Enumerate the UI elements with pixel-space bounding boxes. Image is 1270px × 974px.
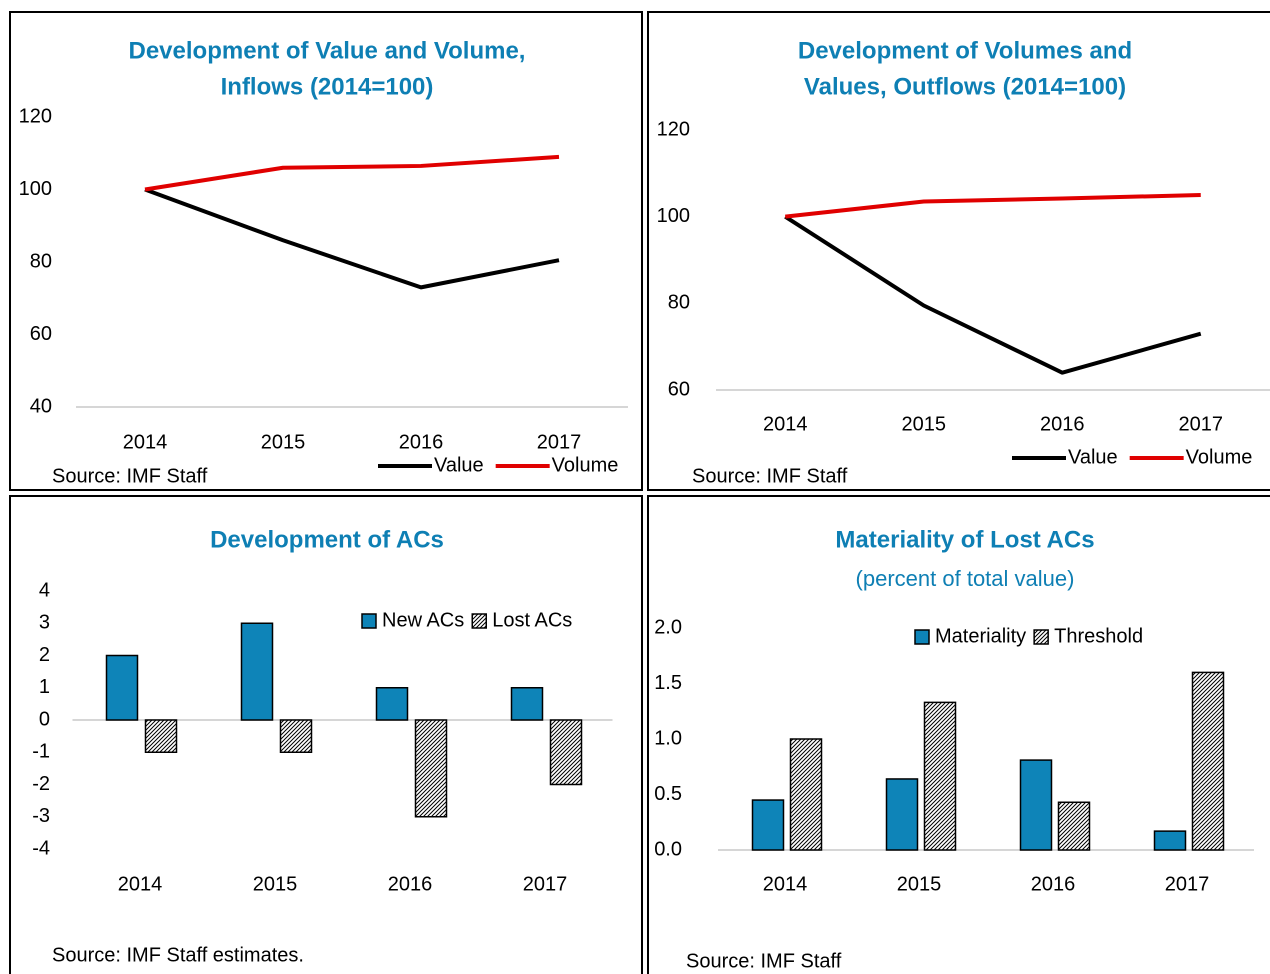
- y-tick-label: 0.5: [654, 783, 682, 805]
- y-tick-label: -1: [32, 741, 50, 763]
- panel: [9, 495, 643, 974]
- panel: [9, 11, 643, 491]
- y-tick-label: 100: [657, 205, 690, 227]
- y-tick-label: 0.0: [654, 838, 682, 860]
- x-tick-label: 2016: [399, 431, 444, 453]
- legend-label: Volume: [1186, 446, 1253, 468]
- bar: [144, 719, 178, 753]
- line-series: [785, 193, 1201, 219]
- legend-label: Value: [434, 454, 484, 476]
- y-tick-label: 100: [19, 178, 52, 200]
- y-tick-label: 1.5: [654, 672, 682, 694]
- y-tick-label: 2.0: [654, 616, 682, 638]
- legend-label: Volume: [552, 454, 619, 476]
- x-tick-label: 2017: [1165, 873, 1210, 895]
- legend-swatch: [1033, 629, 1049, 645]
- chart-title: Inflows (2014=100): [221, 73, 434, 100]
- panel: [647, 11, 1270, 491]
- x-tick-label: 2014: [763, 873, 808, 895]
- y-tick-label: 80: [668, 292, 690, 314]
- source-note: Source: IMF Staff: [52, 465, 208, 487]
- x-tick-label: 2015: [897, 873, 942, 895]
- y-tick-label: 2: [39, 644, 50, 666]
- chart-title: Development of Volumes and: [798, 37, 1132, 64]
- x-tick-label: 2014: [118, 873, 163, 895]
- bar: [414, 719, 448, 818]
- y-tick-label: -3: [32, 805, 50, 827]
- legend-label: Value: [1068, 446, 1118, 468]
- chart-title: Development of Value and Volume,: [129, 37, 526, 64]
- x-tick-label: 2016: [1031, 873, 1076, 895]
- chart-subtitle: (percent of total value): [856, 566, 1075, 591]
- y-tick-label: 80: [30, 250, 52, 272]
- x-tick-label: 2014: [123, 431, 168, 453]
- chart-title: Development of ACs: [210, 526, 444, 553]
- x-tick-label: 2016: [388, 873, 433, 895]
- bar: [375, 687, 409, 721]
- y-tick-label: -4: [32, 837, 50, 859]
- bar: [510, 687, 544, 721]
- y-tick-label: 120: [657, 118, 690, 140]
- bar: [1191, 671, 1225, 851]
- bar: [751, 799, 785, 851]
- line-series: [784, 214, 1202, 375]
- bar: [1019, 759, 1053, 851]
- chart-title: Values, Outflows (2014=100): [804, 73, 1126, 100]
- bar: [279, 719, 313, 753]
- y-tick-label: 60: [30, 323, 52, 345]
- line-series: [144, 154, 560, 192]
- bar: [885, 778, 919, 851]
- y-tick-label: 0: [39, 708, 50, 730]
- chart-title: Materiality of Lost ACs: [835, 526, 1094, 553]
- y-tick-label: 4: [39, 579, 50, 601]
- bar: [1153, 830, 1187, 851]
- legend-label: New ACs: [382, 609, 464, 631]
- source-note: Source: IMF Staff: [686, 950, 842, 972]
- x-tick-label: 2016: [1040, 413, 1085, 435]
- x-tick-label: 2015: [253, 873, 298, 895]
- legend-swatch: [471, 613, 487, 629]
- y-tick-label: 1.0: [654, 727, 682, 749]
- y-tick-label: 3: [39, 612, 50, 634]
- x-tick-label: 2014: [763, 413, 808, 435]
- bar: [105, 654, 139, 721]
- x-tick-label: 2017: [1179, 413, 1224, 435]
- legend-swatch: [914, 629, 930, 645]
- bar: [240, 622, 274, 721]
- legend-label: Materiality: [935, 625, 1026, 647]
- y-tick-label: -2: [32, 773, 50, 795]
- legend-label: Lost ACs: [492, 609, 572, 631]
- legend-label: Threshold: [1054, 625, 1143, 647]
- x-tick-label: 2015: [261, 431, 306, 453]
- bar: [789, 738, 823, 851]
- x-tick-label: 2017: [523, 873, 568, 895]
- y-tick-label: 120: [19, 105, 52, 127]
- bar: [1057, 801, 1091, 851]
- x-tick-label: 2015: [902, 413, 947, 435]
- y-tick-label: 60: [668, 378, 690, 400]
- legend-swatch: [361, 613, 377, 629]
- bar: [549, 719, 583, 786]
- source-note: Source: IMF Staff estimates.: [52, 944, 304, 966]
- bar: [923, 701, 957, 851]
- x-tick-label: 2017: [537, 431, 582, 453]
- y-tick-label: 40: [30, 395, 52, 417]
- panel: [647, 495, 1270, 974]
- source-note: Source: IMF Staff: [692, 465, 848, 487]
- line-series: [144, 187, 560, 290]
- y-tick-label: 1: [39, 676, 50, 698]
